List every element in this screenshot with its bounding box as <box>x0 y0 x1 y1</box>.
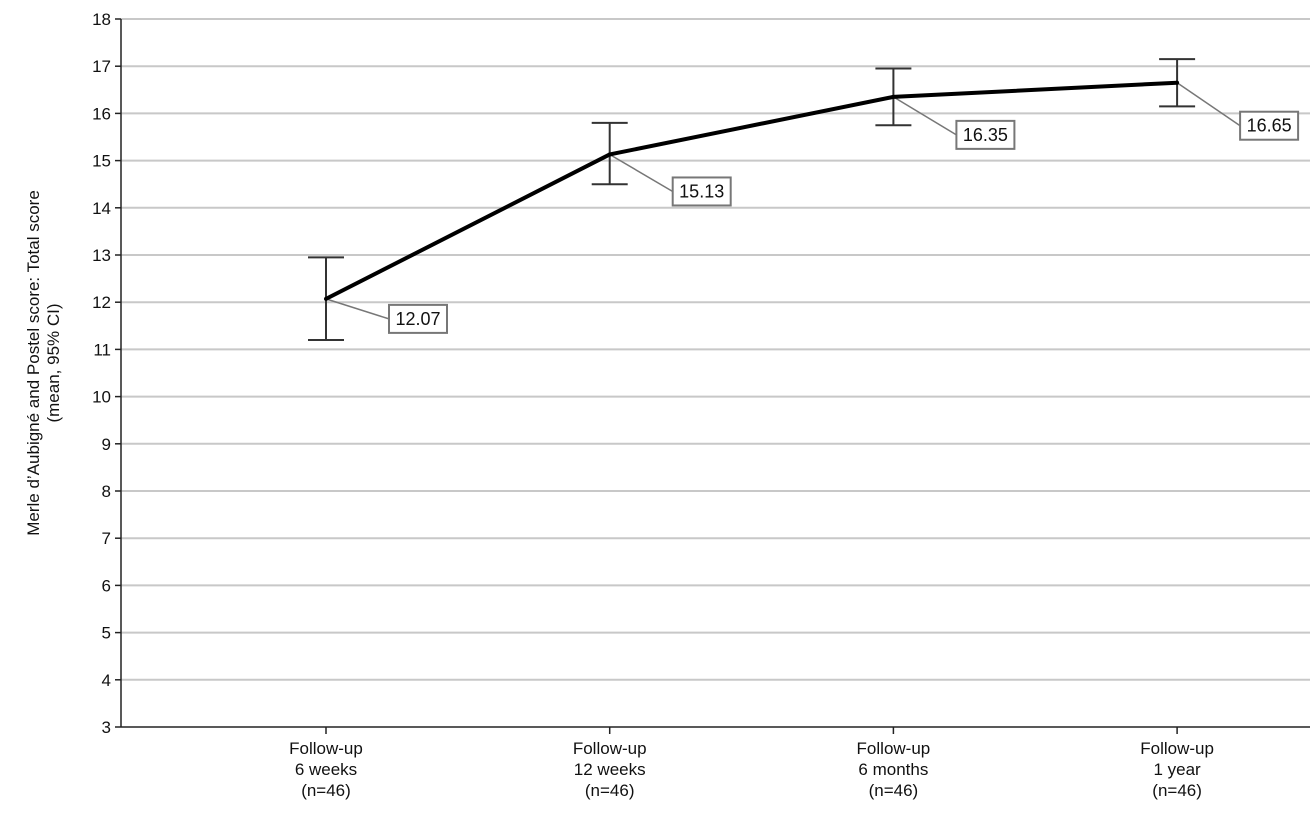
y-tick-label: 15 <box>92 152 111 171</box>
x-tick-label: (n=46) <box>585 781 635 800</box>
data-point <box>607 152 612 157</box>
x-tick-label: Follow-up <box>857 739 931 758</box>
y-tick-label: 7 <box>102 529 111 548</box>
y-axis-title-line: Merle d’Aubigné and Postel score: Total … <box>24 190 43 536</box>
x-tick-label: Follow-up <box>1140 739 1214 758</box>
data-label: 12.07 <box>395 309 440 329</box>
y-tick-label: 4 <box>102 671 111 690</box>
y-tick-label: 10 <box>92 388 111 407</box>
y-tick-label: 12 <box>92 293 111 312</box>
data-label-box <box>1239 110 1300 141</box>
y-tick-label: 5 <box>102 624 111 643</box>
x-tick-label: 6 weeks <box>295 760 357 779</box>
x-tick-label: Follow-up <box>573 739 647 758</box>
data-label: 16.35 <box>963 125 1008 145</box>
series-line <box>325 80 1178 301</box>
data-label-box <box>388 303 448 334</box>
data-label: 15.13 <box>679 181 724 201</box>
y-tick-label: 8 <box>102 482 111 501</box>
x-tick-label: 1 year <box>1153 760 1201 779</box>
data-point <box>324 296 328 301</box>
data-label-leader <box>1176 82 1241 127</box>
x-tick-label: Follow-up <box>289 739 363 758</box>
y-tick-label: 13 <box>92 246 111 265</box>
data-label-leader <box>325 298 390 320</box>
y-tick-label: 11 <box>93 340 111 359</box>
data-label: 16.65 <box>1247 116 1292 136</box>
y-tick-label: 18 <box>92 10 111 29</box>
y-tick-label: 16 <box>92 104 111 123</box>
y-tick-label: 17 <box>92 57 111 76</box>
y-tick-label: 3 <box>102 718 111 737</box>
x-tick-label: (n=46) <box>301 781 351 800</box>
x-tick-label: 12 weeks <box>574 760 646 779</box>
y-axis-title-line: (mean, 95% CI) <box>44 303 63 422</box>
data-point <box>891 94 896 99</box>
data-point <box>1175 80 1180 85</box>
y-tick-label: 14 <box>92 199 111 218</box>
y-tick-label: 9 <box>102 435 111 454</box>
x-tick-label: (n=46) <box>869 781 919 800</box>
data-label-box <box>955 119 1016 150</box>
x-tick-label: (n=46) <box>1152 781 1202 800</box>
data-label-leader <box>609 153 674 193</box>
data-label-box <box>671 176 732 207</box>
x-tick-label: 6 months <box>858 760 928 779</box>
data-label-leader <box>893 96 957 136</box>
y-tick-label: 6 <box>102 576 111 595</box>
